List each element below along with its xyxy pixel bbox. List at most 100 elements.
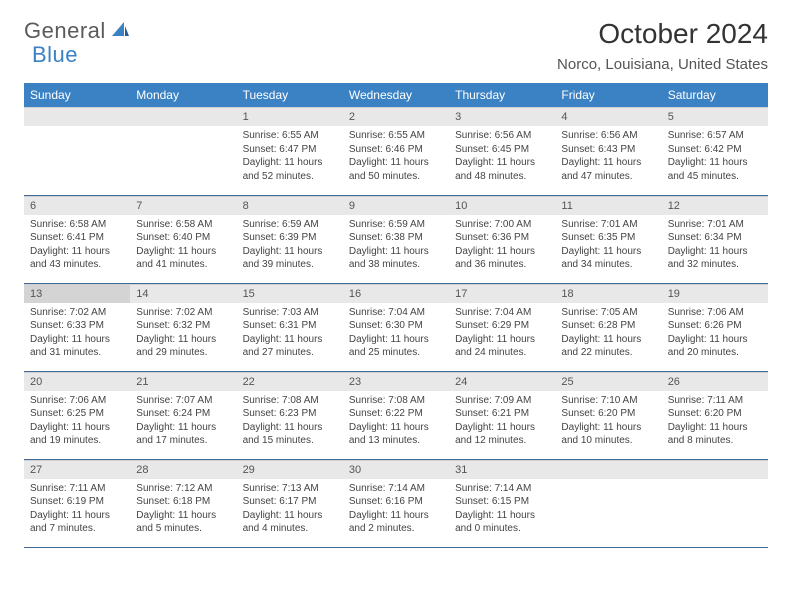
sunrise-text: Sunrise: 6:57 AM bbox=[668, 129, 762, 143]
calendar-cell: 19Sunrise: 7:06 AMSunset: 6:26 PMDayligh… bbox=[662, 283, 768, 371]
day-body bbox=[555, 479, 661, 539]
sunrise-text: Sunrise: 7:00 AM bbox=[455, 218, 549, 232]
day-body: Sunrise: 7:01 AMSunset: 6:34 PMDaylight:… bbox=[662, 215, 768, 278]
day-number: 26 bbox=[662, 372, 768, 391]
calendar-cell bbox=[24, 107, 130, 195]
day-number: 2 bbox=[343, 107, 449, 126]
day-body: Sunrise: 6:58 AMSunset: 6:40 PMDaylight:… bbox=[130, 215, 236, 278]
daylight-text: Daylight: 11 hours and 41 minutes. bbox=[136, 245, 230, 272]
sunset-text: Sunset: 6:34 PM bbox=[668, 231, 762, 245]
calendar-cell: 7Sunrise: 6:58 AMSunset: 6:40 PMDaylight… bbox=[130, 195, 236, 283]
sunrise-text: Sunrise: 7:09 AM bbox=[455, 394, 549, 408]
day-header: Friday bbox=[555, 83, 661, 107]
day-number: 10 bbox=[449, 196, 555, 215]
day-number: 5 bbox=[662, 107, 768, 126]
sunrise-text: Sunrise: 6:55 AM bbox=[349, 129, 443, 143]
sunset-text: Sunset: 6:32 PM bbox=[136, 319, 230, 333]
calendar-cell: 9Sunrise: 6:59 AMSunset: 6:38 PMDaylight… bbox=[343, 195, 449, 283]
calendar-cell: 8Sunrise: 6:59 AMSunset: 6:39 PMDaylight… bbox=[237, 195, 343, 283]
day-number: 23 bbox=[343, 372, 449, 391]
day-body: Sunrise: 7:00 AMSunset: 6:36 PMDaylight:… bbox=[449, 215, 555, 278]
calendar-cell: 2Sunrise: 6:55 AMSunset: 6:46 PMDaylight… bbox=[343, 107, 449, 195]
sunset-text: Sunset: 6:31 PM bbox=[243, 319, 337, 333]
day-body: Sunrise: 7:09 AMSunset: 6:21 PMDaylight:… bbox=[449, 391, 555, 454]
sunrise-text: Sunrise: 7:10 AM bbox=[561, 394, 655, 408]
day-number: 11 bbox=[555, 196, 661, 215]
day-body: Sunrise: 7:03 AMSunset: 6:31 PMDaylight:… bbox=[237, 303, 343, 366]
day-body: Sunrise: 7:01 AMSunset: 6:35 PMDaylight:… bbox=[555, 215, 661, 278]
title-block: October 2024 Norco, Louisiana, United St… bbox=[557, 18, 768, 73]
daylight-text: Daylight: 11 hours and 31 minutes. bbox=[30, 333, 124, 360]
sunset-text: Sunset: 6:43 PM bbox=[561, 143, 655, 157]
calendar-cell: 3Sunrise: 6:56 AMSunset: 6:45 PMDaylight… bbox=[449, 107, 555, 195]
calendar-cell: 15Sunrise: 7:03 AMSunset: 6:31 PMDayligh… bbox=[237, 283, 343, 371]
sunrise-text: Sunrise: 7:05 AM bbox=[561, 306, 655, 320]
day-body: Sunrise: 6:56 AMSunset: 6:43 PMDaylight:… bbox=[555, 126, 661, 189]
calendar-cell: 11Sunrise: 7:01 AMSunset: 6:35 PMDayligh… bbox=[555, 195, 661, 283]
calendar-table: SundayMondayTuesdayWednesdayThursdayFrid… bbox=[24, 83, 768, 548]
location: Norco, Louisiana, United States bbox=[557, 56, 768, 73]
calendar-week: 13Sunrise: 7:02 AMSunset: 6:33 PMDayligh… bbox=[24, 283, 768, 371]
sunrise-text: Sunrise: 7:12 AM bbox=[136, 482, 230, 496]
calendar-cell: 6Sunrise: 6:58 AMSunset: 6:41 PMDaylight… bbox=[24, 195, 130, 283]
calendar-week: 27Sunrise: 7:11 AMSunset: 6:19 PMDayligh… bbox=[24, 459, 768, 547]
sunset-text: Sunset: 6:40 PM bbox=[136, 231, 230, 245]
day-body: Sunrise: 7:10 AMSunset: 6:20 PMDaylight:… bbox=[555, 391, 661, 454]
calendar-cell: 18Sunrise: 7:05 AMSunset: 6:28 PMDayligh… bbox=[555, 283, 661, 371]
day-number: 12 bbox=[662, 196, 768, 215]
daylight-text: Daylight: 11 hours and 7 minutes. bbox=[30, 509, 124, 536]
day-number: 31 bbox=[449, 460, 555, 479]
daylight-text: Daylight: 11 hours and 52 minutes. bbox=[243, 156, 337, 183]
daylight-text: Daylight: 11 hours and 39 minutes. bbox=[243, 245, 337, 272]
sunrise-text: Sunrise: 6:55 AM bbox=[243, 129, 337, 143]
daylight-text: Daylight: 11 hours and 0 minutes. bbox=[455, 509, 549, 536]
sunrise-text: Sunrise: 7:11 AM bbox=[30, 482, 124, 496]
sunset-text: Sunset: 6:19 PM bbox=[30, 495, 124, 509]
sunrise-text: Sunrise: 6:59 AM bbox=[243, 218, 337, 232]
day-number: 29 bbox=[237, 460, 343, 479]
day-body: Sunrise: 7:08 AMSunset: 6:23 PMDaylight:… bbox=[237, 391, 343, 454]
sunrise-text: Sunrise: 7:02 AM bbox=[30, 306, 124, 320]
calendar-body: 1Sunrise: 6:55 AMSunset: 6:47 PMDaylight… bbox=[24, 107, 768, 547]
sunrise-text: Sunrise: 7:02 AM bbox=[136, 306, 230, 320]
sunset-text: Sunset: 6:30 PM bbox=[349, 319, 443, 333]
day-number: 27 bbox=[24, 460, 130, 479]
daylight-text: Daylight: 11 hours and 10 minutes. bbox=[561, 421, 655, 448]
day-body: Sunrise: 6:55 AMSunset: 6:47 PMDaylight:… bbox=[237, 126, 343, 189]
calendar-cell: 14Sunrise: 7:02 AMSunset: 6:32 PMDayligh… bbox=[130, 283, 236, 371]
day-number: 17 bbox=[449, 284, 555, 303]
daylight-text: Daylight: 11 hours and 36 minutes. bbox=[455, 245, 549, 272]
calendar-cell: 13Sunrise: 7:02 AMSunset: 6:33 PMDayligh… bbox=[24, 283, 130, 371]
day-body: Sunrise: 7:13 AMSunset: 6:17 PMDaylight:… bbox=[237, 479, 343, 542]
daylight-text: Daylight: 11 hours and 34 minutes. bbox=[561, 245, 655, 272]
day-body: Sunrise: 7:14 AMSunset: 6:16 PMDaylight:… bbox=[343, 479, 449, 542]
day-number: 9 bbox=[343, 196, 449, 215]
day-number: 15 bbox=[237, 284, 343, 303]
day-header: Sunday bbox=[24, 83, 130, 107]
day-number: 28 bbox=[130, 460, 236, 479]
day-number: 6 bbox=[24, 196, 130, 215]
day-number: 22 bbox=[237, 372, 343, 391]
day-number: 20 bbox=[24, 372, 130, 391]
calendar-head: SundayMondayTuesdayWednesdayThursdayFrid… bbox=[24, 83, 768, 107]
sunset-text: Sunset: 6:36 PM bbox=[455, 231, 549, 245]
sunset-text: Sunset: 6:15 PM bbox=[455, 495, 549, 509]
daylight-text: Daylight: 11 hours and 12 minutes. bbox=[455, 421, 549, 448]
sunrise-text: Sunrise: 7:08 AM bbox=[349, 394, 443, 408]
sunset-text: Sunset: 6:29 PM bbox=[455, 319, 549, 333]
day-number: 30 bbox=[343, 460, 449, 479]
day-number: 7 bbox=[130, 196, 236, 215]
day-body: Sunrise: 7:02 AMSunset: 6:33 PMDaylight:… bbox=[24, 303, 130, 366]
day-body: Sunrise: 7:02 AMSunset: 6:32 PMDaylight:… bbox=[130, 303, 236, 366]
calendar-cell: 25Sunrise: 7:10 AMSunset: 6:20 PMDayligh… bbox=[555, 371, 661, 459]
day-body: Sunrise: 7:04 AMSunset: 6:29 PMDaylight:… bbox=[449, 303, 555, 366]
daylight-text: Daylight: 11 hours and 47 minutes. bbox=[561, 156, 655, 183]
calendar-cell: 24Sunrise: 7:09 AMSunset: 6:21 PMDayligh… bbox=[449, 371, 555, 459]
day-body: Sunrise: 7:12 AMSunset: 6:18 PMDaylight:… bbox=[130, 479, 236, 542]
sunset-text: Sunset: 6:18 PM bbox=[136, 495, 230, 509]
sunset-text: Sunset: 6:28 PM bbox=[561, 319, 655, 333]
day-body: Sunrise: 6:56 AMSunset: 6:45 PMDaylight:… bbox=[449, 126, 555, 189]
daylight-text: Daylight: 11 hours and 32 minutes. bbox=[668, 245, 762, 272]
daylight-text: Daylight: 11 hours and 13 minutes. bbox=[349, 421, 443, 448]
daylight-text: Daylight: 11 hours and 25 minutes. bbox=[349, 333, 443, 360]
